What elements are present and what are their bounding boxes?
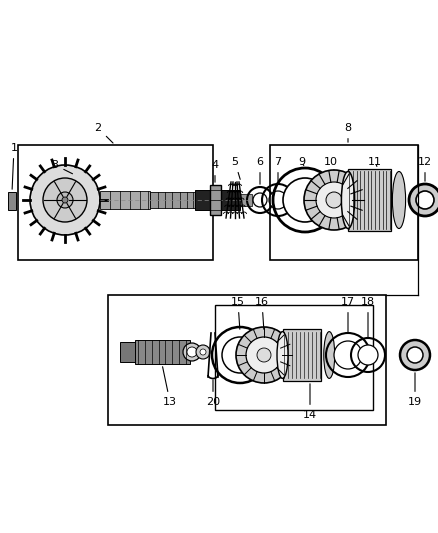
- Ellipse shape: [341, 172, 355, 229]
- Circle shape: [257, 348, 271, 362]
- Text: 14: 14: [303, 384, 317, 420]
- Text: 3: 3: [52, 160, 73, 174]
- Circle shape: [326, 192, 342, 208]
- Ellipse shape: [392, 172, 406, 229]
- Circle shape: [200, 349, 206, 355]
- Circle shape: [400, 340, 430, 370]
- Ellipse shape: [324, 332, 335, 378]
- Circle shape: [334, 341, 362, 369]
- Text: 1: 1: [11, 143, 18, 189]
- Bar: [195, 190, 240, 210]
- Text: 4: 4: [212, 160, 219, 182]
- Text: 7: 7: [275, 157, 282, 181]
- Text: 8: 8: [344, 123, 352, 142]
- Bar: [100, 191, 150, 209]
- Text: 5: 5: [232, 157, 240, 179]
- Text: 12: 12: [418, 157, 432, 181]
- Bar: [283, 329, 321, 381]
- Bar: [18, 145, 213, 260]
- Circle shape: [187, 347, 197, 357]
- Bar: [108, 295, 386, 425]
- Text: 16: 16: [255, 297, 269, 329]
- Circle shape: [30, 165, 100, 235]
- Text: 2: 2: [95, 123, 113, 143]
- Text: 13: 13: [162, 367, 177, 407]
- Text: 20: 20: [206, 380, 220, 407]
- Circle shape: [416, 191, 434, 209]
- Circle shape: [253, 193, 267, 207]
- Bar: [348, 169, 391, 231]
- Ellipse shape: [277, 332, 288, 378]
- Bar: [120, 342, 135, 362]
- Text: 18: 18: [361, 297, 375, 338]
- Circle shape: [358, 345, 378, 365]
- Bar: [240, 194, 252, 206]
- Circle shape: [57, 192, 73, 208]
- Circle shape: [62, 197, 68, 203]
- Circle shape: [222, 337, 258, 373]
- Circle shape: [236, 327, 292, 383]
- Circle shape: [183, 343, 201, 361]
- Text: 6: 6: [257, 157, 264, 184]
- Circle shape: [269, 191, 287, 209]
- Bar: [270, 145, 418, 260]
- Circle shape: [196, 345, 210, 359]
- Circle shape: [409, 184, 438, 216]
- Text: 17: 17: [341, 297, 355, 333]
- Bar: [135, 340, 190, 364]
- Circle shape: [407, 347, 423, 363]
- Text: 11: 11: [368, 157, 382, 167]
- Circle shape: [246, 337, 282, 373]
- Circle shape: [283, 178, 327, 222]
- Circle shape: [304, 170, 364, 230]
- Text: 15: 15: [231, 297, 245, 329]
- Bar: [215, 305, 373, 410]
- Bar: [8, 192, 16, 210]
- Bar: [150, 192, 195, 208]
- Text: 9: 9: [298, 157, 306, 167]
- Text: 19: 19: [408, 373, 422, 407]
- Text: 10: 10: [324, 157, 338, 170]
- Bar: [209, 185, 220, 215]
- Circle shape: [43, 178, 87, 222]
- Circle shape: [316, 182, 352, 218]
